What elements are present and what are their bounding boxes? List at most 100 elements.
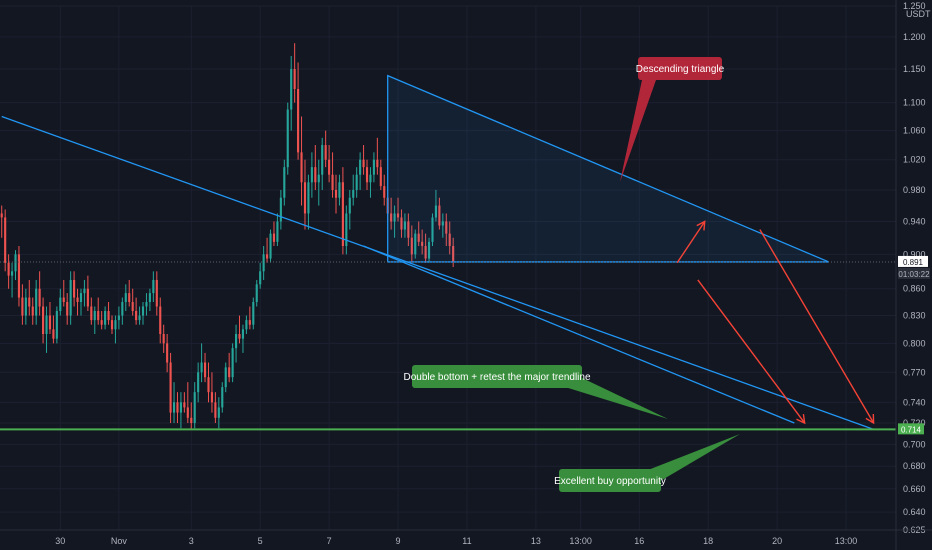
price-tick-label: 0.740 [903, 397, 926, 407]
candle-up [307, 182, 310, 214]
price-tick-label: 1.150 [903, 64, 926, 74]
candle-down [131, 302, 134, 312]
candle-down [448, 233, 451, 246]
candle-down [272, 233, 276, 242]
callout-double-bottom[interactable]: Double bottom + retest the major trendli… [403, 365, 668, 419]
currency-label: USDT [906, 9, 931, 19]
candle-down [42, 306, 45, 334]
candle-up [276, 221, 279, 242]
callout-descending-triangle[interactable]: Descending triangle [620, 57, 725, 182]
candle-up [141, 306, 145, 316]
candle-down [383, 186, 386, 198]
candle-down [97, 311, 100, 321]
candle-down [248, 320, 251, 325]
price-tick-label: 0.680 [903, 461, 926, 471]
candle-down [110, 320, 114, 330]
arrow-down [759, 229, 875, 424]
candle-down [17, 254, 21, 298]
candle-down [376, 159, 379, 168]
candle-down [331, 174, 334, 190]
time-tick-label: 13:00 [835, 536, 858, 546]
current-price-value: 0.891 [903, 258, 924, 267]
candle-up [348, 197, 351, 214]
callout-text: Double bottom + retest the major trendli… [403, 372, 590, 383]
candle-up [231, 348, 234, 378]
candle-up [372, 159, 375, 175]
callout-buy-opportunity[interactable]: Excellent buy opportunity [554, 434, 740, 492]
callout-text: Excellent buy opportunity [554, 476, 666, 487]
candle-down [190, 417, 193, 424]
arrow-up [676, 221, 706, 264]
candle-down [52, 329, 55, 339]
descending-triangle [387, 74, 830, 263]
candle-down [390, 213, 393, 222]
candle-up [93, 311, 96, 321]
candle-up [403, 221, 406, 230]
price-tick-label: 0.940 [903, 216, 926, 226]
candle-up [217, 407, 220, 418]
candle-up [321, 145, 324, 175]
candle-up [252, 302, 255, 325]
price-tick-label: 0.640 [903, 507, 926, 517]
candle-down [166, 343, 169, 363]
candle-up [427, 241, 431, 259]
candle-up [269, 233, 272, 259]
candle-down [31, 306, 34, 316]
major-trendline-lower [363, 245, 795, 424]
candle-down [445, 221, 448, 234]
candle-up [431, 217, 434, 242]
candle-up [434, 205, 438, 218]
candlestick-series [0, 43, 455, 430]
candle-down [38, 288, 41, 307]
candle-up [262, 254, 265, 272]
candle-up [179, 402, 182, 413]
candle-down [438, 205, 441, 226]
price-tick-label: 0.900 [903, 249, 926, 259]
candle-down [303, 182, 307, 214]
candle-up [279, 197, 282, 222]
candle-up [290, 69, 293, 110]
candle-up [393, 213, 396, 222]
candle-down [421, 241, 424, 246]
candle-down [293, 69, 296, 90]
countdown-tag-bg [898, 267, 930, 279]
candle-down [176, 402, 179, 413]
candle-up [441, 221, 444, 226]
callout-box [638, 57, 722, 80]
price-tick-label: 1.100 [903, 98, 926, 108]
candle-up [286, 109, 289, 168]
price-tick-label: 0.720 [903, 418, 926, 428]
candle-down [314, 167, 317, 183]
candle-up [338, 182, 341, 198]
time-tick-label: Nov [111, 536, 128, 546]
callout-pointer [648, 434, 740, 480]
support-price-tag: 0.714 [898, 423, 924, 435]
support-price-tag-bg [898, 423, 924, 435]
callout-pointer [565, 377, 668, 419]
price-tick-label: 0.700 [903, 439, 926, 449]
time-tick-label: 7 [327, 536, 332, 546]
candle-up [45, 315, 48, 334]
time-tick-label: 5 [258, 536, 263, 546]
candle-down [28, 297, 31, 307]
candle-down [365, 167, 369, 183]
candle-up [124, 293, 127, 303]
candle-up [310, 167, 313, 183]
candle-down [86, 288, 89, 307]
candle-up [414, 233, 417, 255]
price-tick-label: 0.860 [903, 284, 926, 294]
candle-down [424, 245, 427, 259]
candle-down [135, 311, 138, 321]
candle-up [255, 284, 258, 303]
candle-down [203, 362, 207, 378]
candle-up [117, 315, 120, 321]
candle-up [234, 333, 238, 349]
candle-down [48, 315, 52, 330]
candle-down [341, 182, 344, 246]
candle-down [186, 407, 189, 418]
candle-up [241, 329, 245, 339]
candle-down [214, 402, 217, 418]
candle-up [35, 288, 38, 316]
